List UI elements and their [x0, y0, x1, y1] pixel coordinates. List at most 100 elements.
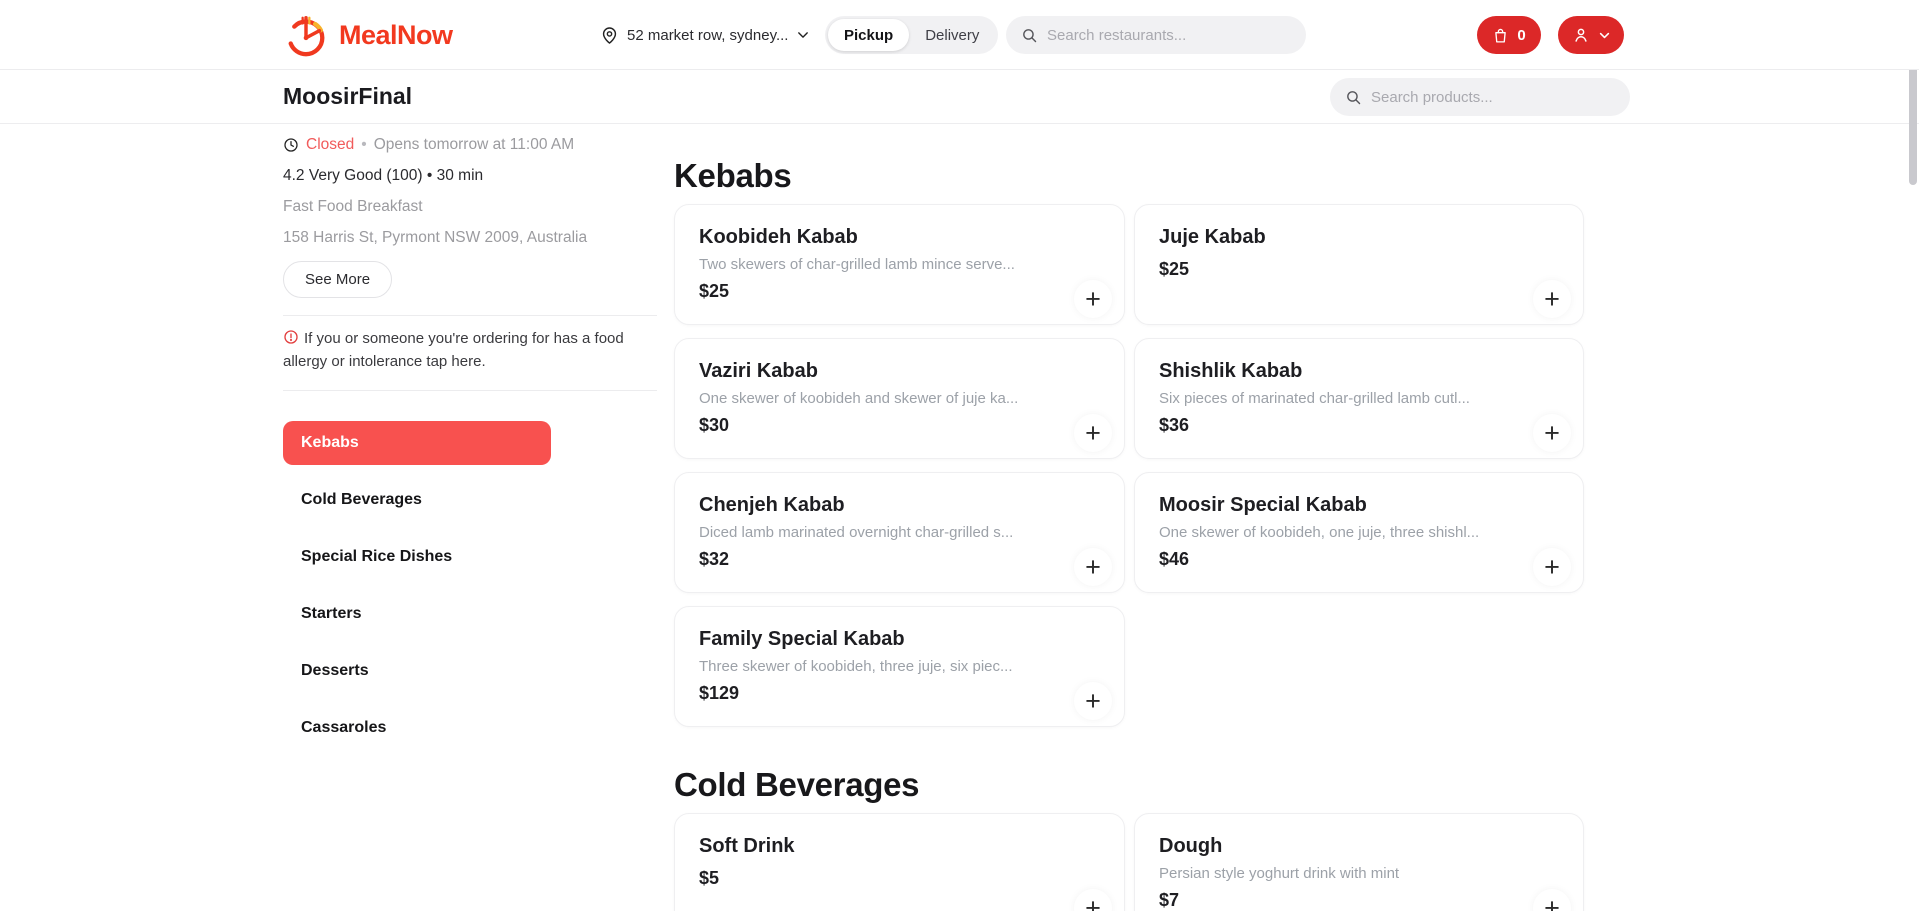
item-description: One skewer of koobideh, one juje, three …	[1159, 524, 1480, 541]
add-item-button[interactable]: +	[1533, 414, 1571, 452]
toggle-option-delivery[interactable]: Delivery	[925, 26, 980, 44]
item-price: $30	[699, 415, 730, 435]
cuisine-line: Fast Food Breakfast	[283, 198, 423, 215]
menu-item-card-chenjeh-kabab[interactable]: Chenjeh Kabab Diced lamb marinated overn…	[674, 472, 1125, 593]
item-name: Chenjeh Kabab	[699, 494, 845, 516]
item-price: $25	[699, 281, 730, 301]
category-label: Desserts	[301, 662, 369, 679]
top-header: MealNow 52 market row, sydney... Pickup …	[0, 0, 1919, 70]
plus-icon: +	[1544, 417, 1560, 448]
items-grid: Koobideh Kabab Two skewers of char-grill…	[674, 204, 1629, 727]
status-closed: Closed	[306, 136, 355, 153]
restaurant-sidebar: Closed • Opens tomorrow at 11:00 AM 4.2 …	[283, 124, 657, 763]
add-item-button[interactable]: +	[1074, 682, 1112, 720]
category-label: Cassaroles	[301, 719, 387, 736]
plus-icon: +	[1085, 551, 1101, 582]
add-item-button[interactable]: +	[1533, 889, 1571, 911]
menu-item-card-juje-kabab[interactable]: Juje Kabab $25 +	[1134, 204, 1584, 325]
chevron-down-icon	[796, 28, 810, 42]
products-search[interactable]	[1330, 78, 1630, 116]
menu-item-card-shishlik-kabab[interactable]: Shishlik Kabab Six pieces of marinated c…	[1134, 338, 1584, 459]
add-item-button[interactable]: +	[1074, 548, 1112, 586]
plus-icon: +	[1544, 283, 1560, 314]
products-search-input[interactable]	[1371, 88, 1615, 106]
rating-line: 4.2 Very Good (100) • 30 min	[283, 167, 484, 184]
add-item-button[interactable]: +	[1074, 280, 1112, 318]
item-name: Soft Drink	[699, 835, 795, 857]
plus-icon: +	[1085, 417, 1101, 448]
plus-icon: +	[1085, 892, 1101, 911]
item-description: Six pieces of marinated char-grilled lam…	[1159, 390, 1470, 407]
location-pin-icon	[600, 26, 619, 45]
category-item-desserts[interactable]: Desserts	[283, 649, 551, 693]
category-item-cassaroles[interactable]: Cassaroles	[283, 706, 551, 750]
category-item-starters[interactable]: Starters	[283, 592, 551, 636]
add-item-button[interactable]: +	[1533, 548, 1571, 586]
alert-circle-icon	[283, 329, 299, 345]
toggle-option-pickup[interactable]: Pickup	[828, 19, 910, 51]
shopping-bag-icon	[1492, 27, 1509, 44]
item-name: Dough	[1159, 835, 1223, 857]
category-item-special-rice-dishes[interactable]: Special Rice Dishes	[283, 535, 551, 579]
search-icon	[1021, 27, 1038, 44]
cart-button[interactable]: 0	[1477, 16, 1541, 54]
item-description: One skewer of koobideh and skewer of juj…	[699, 390, 1019, 407]
category-item-kebabs[interactable]: Kebabs	[283, 421, 551, 465]
item-name: Moosir Special Kabab	[1159, 494, 1367, 516]
item-description: Diced lamb marinated overnight char-gril…	[699, 524, 1014, 541]
category-label: Starters	[301, 605, 362, 622]
item-price: $32	[699, 549, 730, 569]
item-price: $5	[699, 868, 720, 888]
item-name: Koobideh Kabab	[699, 226, 858, 248]
item-price: $36	[1159, 415, 1190, 435]
allergy-notice-text: If you or someone you're ordering for ha…	[283, 330, 624, 370]
category-item-cold-beverages[interactable]: Cold Beverages	[283, 478, 551, 522]
see-more-button[interactable]: See More	[283, 261, 393, 298]
menu-item-card-dough[interactable]: Dough Persian style yoghurt drink with m…	[1134, 813, 1584, 911]
brand-logo[interactable]: MealNow	[283, 10, 453, 60]
item-description: Two skewers of char-grilled lamb mince s…	[699, 256, 1015, 273]
menu-item-card-vaziri-kabab[interactable]: Vaziri Kabab One skewer of koobideh and …	[674, 338, 1125, 459]
category-list: Kebabs Cold Beverages Special Rice Dishe…	[283, 421, 657, 750]
user-icon	[1572, 26, 1590, 44]
item-name: Shishlik Kabab	[1159, 360, 1303, 382]
divider	[283, 315, 657, 316]
section-title: Kebabs	[674, 157, 792, 194]
status-separator: •	[361, 136, 367, 153]
location-selector[interactable]: 52 market row, sydney...	[600, 16, 810, 54]
status-row: Closed • Opens tomorrow at 11:00 AM	[283, 136, 657, 154]
search-icon	[1345, 89, 1362, 106]
menu-item-card-koobideh-kabab[interactable]: Koobideh Kabab Two skewers of char-grill…	[674, 204, 1125, 325]
add-item-button[interactable]: +	[1533, 280, 1571, 318]
menu-section-kebabs: Kebabs Koobideh Kabab Two skewers of cha…	[674, 156, 1629, 727]
address-line: 158 Harris St, Pyrmont NSW 2009, Austral…	[283, 229, 588, 246]
restaurant-search[interactable]	[1006, 16, 1306, 54]
status-opens: Opens tomorrow at 11:00 AM	[373, 136, 575, 153]
item-name: Vaziri Kabab	[699, 360, 818, 382]
menu-item-card-family-special-kabab[interactable]: Family Special Kabab Three skewer of koo…	[674, 606, 1125, 727]
add-item-button[interactable]: +	[1074, 889, 1112, 911]
clock-icon	[283, 137, 299, 153]
allergy-notice[interactable]: If you or someone you're ordering for ha…	[283, 327, 657, 373]
item-description: Three skewer of koobideh, three juje, si…	[699, 658, 1013, 675]
menu-section-cold-beverages: Cold Beverages Soft Drink $5 + Dough Per…	[674, 765, 1629, 911]
scrollbar-thumb[interactable]	[1909, 40, 1917, 185]
restaurant-search-input[interactable]	[1047, 26, 1291, 44]
item-name: Family Special Kabab	[699, 628, 905, 650]
item-name: Juje Kabab	[1159, 226, 1266, 248]
category-label: Kebabs	[301, 434, 359, 451]
item-price: $25	[1159, 259, 1190, 279]
plus-icon: +	[1085, 685, 1101, 716]
location-label: 52 market row, sydney...	[627, 26, 789, 44]
account-menu-button[interactable]	[1558, 16, 1624, 54]
menu-content: Kebabs Koobideh Kabab Two skewers of cha…	[674, 124, 1629, 911]
plus-icon: +	[1544, 892, 1560, 911]
add-item-button[interactable]: +	[1074, 414, 1112, 452]
items-grid: Soft Drink $5 + Dough Persian style yogh…	[674, 813, 1629, 911]
item-price: $7	[1159, 890, 1180, 910]
item-price: $46	[1159, 549, 1190, 569]
menu-item-card-soft-drink[interactable]: Soft Drink $5 +	[674, 813, 1125, 911]
brand-name: MealNow	[339, 19, 453, 50]
menu-item-card-moosir-special-kabab[interactable]: Moosir Special Kabab One skewer of koobi…	[1134, 472, 1584, 593]
